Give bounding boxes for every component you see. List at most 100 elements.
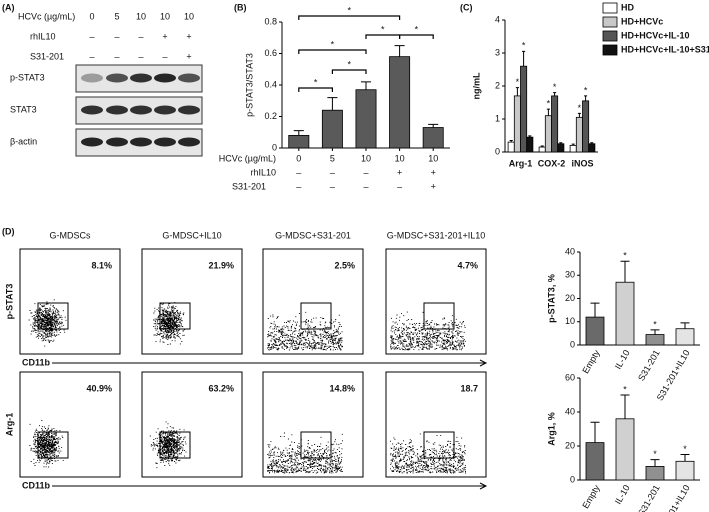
gate-percent: 8.1% (91, 260, 112, 270)
condition-value: – (114, 51, 119, 61)
blot-band (178, 137, 200, 147)
significance-mark: * (584, 85, 588, 95)
legend-swatch (602, 16, 618, 28)
bar (507, 141, 515, 153)
gate-percent: 63.2% (208, 383, 234, 393)
row-marker: p-STAT3 (4, 284, 14, 320)
x-row-value: – (296, 181, 301, 191)
x-tick-label: 5 (330, 153, 335, 163)
condition-label: HCVc (µg/mL) (18, 11, 75, 21)
blot-band (130, 137, 152, 147)
flow-dots (267, 432, 343, 474)
significance-bracket (399, 34, 434, 39)
x-row-label: rhIL10 (250, 167, 276, 177)
error-bar (620, 394, 630, 419)
gate (37, 302, 69, 330)
y-tick-label: 0.8 (264, 16, 277, 26)
bar (422, 127, 444, 149)
bar (615, 418, 635, 481)
bar (675, 328, 695, 346)
significance-mark: * (623, 251, 627, 261)
condition-label: rhIL10 (30, 31, 56, 41)
bar (389, 56, 411, 149)
bar (544, 115, 552, 153)
flow-dots (390, 311, 466, 351)
bar (355, 89, 377, 149)
flow-dots (149, 421, 187, 469)
gate (159, 302, 191, 330)
error-bar (522, 50, 526, 67)
legend-label: HD+HCVc+IL-10+S31-201 (621, 44, 709, 54)
significance-mark: * (314, 77, 318, 87)
error-bar (540, 145, 544, 148)
bar (588, 143, 596, 153)
y-tick-label: 0 (570, 474, 575, 484)
error-bar (650, 459, 660, 467)
x-tick-label: IL-10 (613, 348, 632, 371)
error-bar (553, 92, 557, 96)
band-label: p-STAT3 (10, 72, 45, 82)
band-label: β-actin (10, 136, 37, 146)
significance-bracket (298, 49, 367, 54)
y-axis-label: ng/mL (471, 72, 481, 99)
column-title: G-MDSCs (50, 230, 91, 240)
x-row-value: – (397, 181, 402, 191)
x-tick-label: iNOS (571, 158, 593, 168)
bar (538, 146, 546, 153)
x-tick-label: 10 (395, 153, 405, 163)
condition-value: 0 (89, 11, 94, 21)
x-row-value: – (330, 167, 335, 177)
gate-percent: 14.8% (329, 383, 355, 393)
bar (526, 136, 534, 153)
gate (300, 302, 332, 330)
gate-percent: 2.5% (334, 260, 355, 270)
gate-percent: 18.7 (460, 383, 478, 393)
gate (423, 302, 455, 330)
x-row-value: – (363, 181, 368, 191)
x-row-value: – (363, 167, 368, 177)
y-tick-label: 2 (495, 80, 500, 90)
blot-band (106, 105, 128, 115)
flow-plot (385, 371, 487, 478)
significance-mark: * (347, 59, 351, 69)
bar (645, 465, 665, 481)
error-bar (584, 95, 588, 101)
flow-plot (19, 371, 121, 478)
error-bar (293, 130, 304, 136)
x-row-label: S31-201 (232, 181, 266, 191)
error-bar (509, 139, 513, 143)
bar (615, 281, 635, 346)
condition-value: 10 (184, 11, 194, 21)
error-bar (577, 112, 581, 118)
blot-band (154, 73, 176, 83)
condition-value: – (89, 31, 94, 41)
flow-dots (153, 302, 185, 345)
error-bar (428, 123, 439, 128)
significance-mark: * (653, 319, 657, 329)
flow-dots (28, 299, 67, 347)
panel-label: (B) (234, 2, 247, 12)
error-bar (515, 87, 519, 96)
panel-label: (C) (460, 2, 473, 12)
condition-value: + (186, 51, 191, 61)
condition-value: 5 (114, 11, 119, 21)
bar (575, 116, 583, 153)
blot-band (106, 137, 128, 147)
y-tick-label: 3 (495, 47, 500, 57)
flow-dots (390, 433, 466, 474)
x-row-value: + (431, 167, 436, 177)
column-title: G-MDSC+S31-201 (275, 230, 351, 240)
x-tick-label: 10 (428, 153, 438, 163)
y-tick-label: 10 (565, 316, 575, 326)
error-bar (571, 143, 575, 146)
significance-mark: * (516, 77, 520, 87)
gate-percent: 21.9% (208, 260, 234, 270)
axis-label: CD11b (22, 357, 51, 367)
x-axis-label: HCVc (µg/mL) (219, 153, 276, 163)
y-tick-label: 30 (565, 270, 575, 280)
condition-value: – (138, 51, 143, 61)
band-label: STAT3 (10, 104, 37, 114)
axis-arrow (52, 359, 488, 367)
gate (159, 431, 191, 459)
